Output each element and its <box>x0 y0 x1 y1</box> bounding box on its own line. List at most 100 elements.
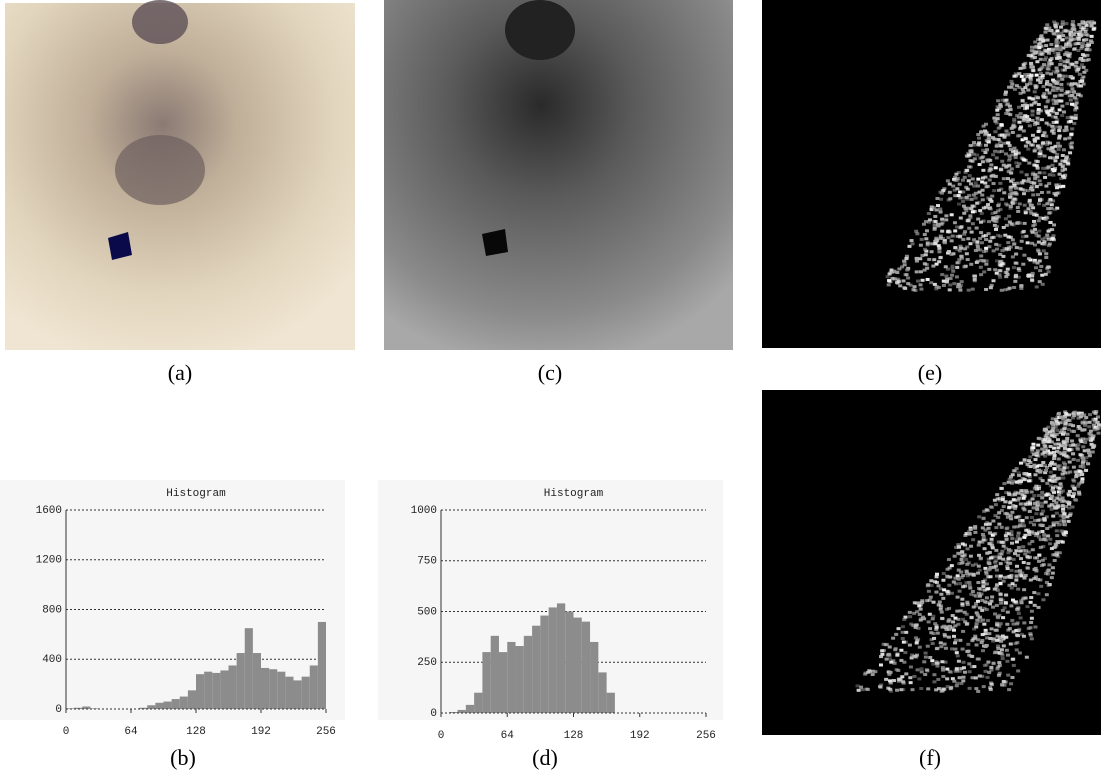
noise-pixel <box>1019 125 1023 128</box>
noise-pixel <box>937 250 941 253</box>
noise-pixel <box>972 153 976 156</box>
noise-pixel <box>956 654 960 657</box>
noise-pixel <box>1051 164 1055 167</box>
noise-pixel <box>1029 65 1033 68</box>
noise-pixel <box>1047 68 1051 71</box>
noise-pixel <box>988 637 992 640</box>
noise-pixel <box>1015 246 1019 249</box>
noise-pixel <box>986 509 990 512</box>
noise-pixel <box>1071 33 1075 36</box>
noise-pixel <box>1010 619 1014 622</box>
noise-pixel <box>926 645 930 648</box>
noise-pixel <box>1009 86 1013 89</box>
noise-pixel <box>902 682 906 685</box>
histogram-bar <box>285 677 293 709</box>
noise-pixel <box>933 228 937 231</box>
noise-pixel <box>963 671 967 674</box>
noise-pixel <box>911 288 915 291</box>
noise-pixel <box>931 642 935 645</box>
noise-pixel <box>1053 553 1057 556</box>
noise-pixel <box>930 638 934 641</box>
noise-pixel <box>989 286 993 289</box>
noise-pixel <box>1009 549 1013 552</box>
noise-pixel <box>916 280 920 283</box>
noise-pixel <box>920 670 924 673</box>
histogram-bar <box>269 669 277 709</box>
noise-pixel <box>1014 156 1018 159</box>
x-tick-label: 128 <box>186 726 206 738</box>
noise-pixel <box>1044 185 1048 188</box>
noise-pixel <box>1039 109 1043 112</box>
noise-pixel <box>1033 626 1037 629</box>
noise-pixel <box>924 656 928 659</box>
noise-pixel <box>1015 633 1019 636</box>
noise-pixel <box>943 633 947 636</box>
noise-pixel <box>931 615 935 618</box>
noise-pixel <box>1016 182 1020 185</box>
noise-pixel <box>984 670 988 673</box>
noise-pixel <box>915 232 919 235</box>
noise-pixel <box>1056 142 1060 145</box>
noise-pixel <box>953 194 957 197</box>
noise-pixel <box>979 131 983 134</box>
noise-pixel <box>1028 199 1032 202</box>
noise-pixel <box>985 552 989 555</box>
noise-pixel <box>1004 112 1008 115</box>
noise-pixel <box>919 667 923 670</box>
noise-pixel <box>1040 198 1044 201</box>
noise-pixel <box>978 674 982 677</box>
noise-pixel <box>1018 482 1022 485</box>
noise-pixel <box>994 166 998 169</box>
noise-pixel <box>1080 471 1084 474</box>
noise-pixel <box>953 221 957 224</box>
noise-pixel <box>994 243 998 246</box>
noise-pixel <box>1075 446 1079 449</box>
noise-pixel <box>1047 270 1051 273</box>
noise-pixel <box>954 179 958 182</box>
noise-pixel <box>1014 579 1018 582</box>
noise-pixel <box>947 607 951 610</box>
noise-pixel <box>1017 532 1021 535</box>
noise-pixel <box>1072 458 1076 461</box>
noise-pixel <box>1042 96 1046 99</box>
noise-pixel <box>1019 112 1023 115</box>
histogram-bar <box>557 603 565 713</box>
noise-pixel <box>1091 438 1095 441</box>
noise-pixel <box>1063 129 1067 132</box>
noise-pixel <box>992 279 996 282</box>
noise-pixel <box>1035 85 1039 88</box>
noise-pixel <box>980 241 984 244</box>
noise-pixel <box>981 533 985 536</box>
noise-pixel <box>990 195 994 198</box>
noise-pixel <box>1047 182 1051 185</box>
noise-pixel <box>1087 58 1091 61</box>
noise-pixel <box>1021 104 1025 107</box>
noise-pixel <box>1061 185 1065 188</box>
noise-pixel <box>1065 91 1069 94</box>
noise-pixel <box>967 289 971 292</box>
noise-pixel <box>887 279 891 282</box>
noise-pixel <box>935 665 939 668</box>
noise-pixel <box>1063 137 1067 140</box>
noise-pixel <box>1005 660 1009 663</box>
noise-pixel <box>880 649 884 652</box>
noise-pixel <box>948 283 952 286</box>
noise-pixel <box>1029 621 1033 624</box>
noise-pixel <box>1019 557 1023 560</box>
noise-pixel <box>1001 657 1005 660</box>
noise-pixel <box>990 595 994 598</box>
noise-pixel <box>918 613 922 616</box>
noise-pixel <box>1055 156 1059 159</box>
histogram-bar <box>598 672 606 713</box>
noise-pixel <box>995 248 999 251</box>
noise-pixel <box>1039 585 1043 588</box>
noise-pixel <box>889 682 893 685</box>
noise-pixel <box>939 641 943 644</box>
noise-pixel <box>947 250 951 253</box>
noise-pixel <box>1045 143 1049 146</box>
noise-pixel <box>939 191 943 194</box>
noise-pixel <box>922 660 926 663</box>
noise-pixel <box>958 236 962 239</box>
noise-pixel <box>999 168 1003 171</box>
noise-pixel <box>1080 477 1084 480</box>
